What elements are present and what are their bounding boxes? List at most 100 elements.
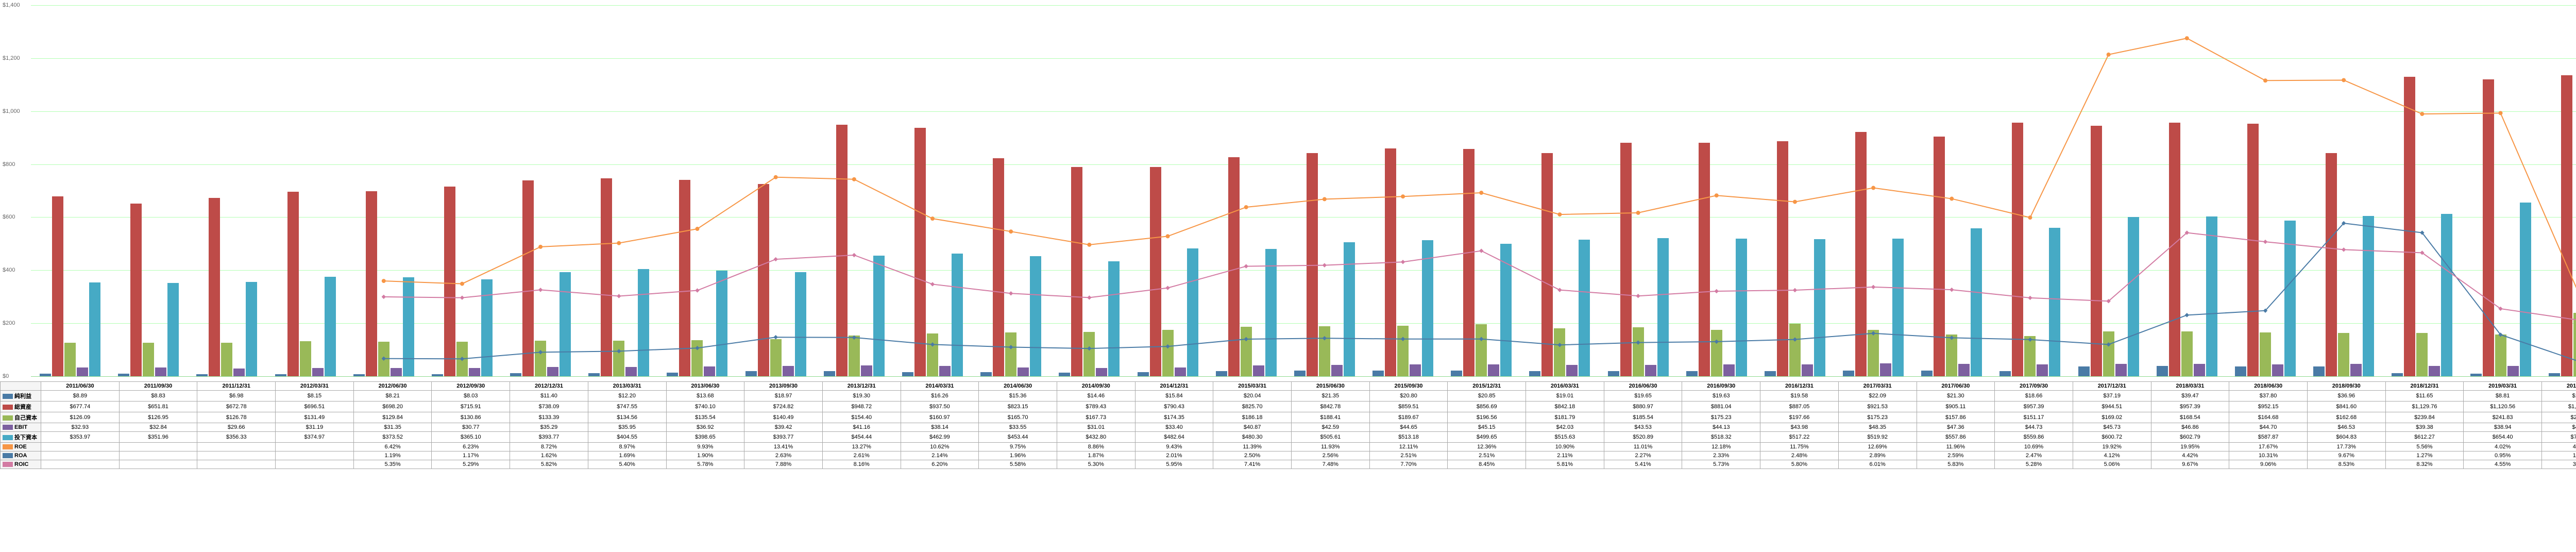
table-cell: 9.93%: [666, 443, 744, 451]
bar-group: [432, 187, 493, 376]
left-axis-tick-label: $600: [3, 214, 15, 220]
bar-total_assets: [993, 158, 1004, 376]
table-cell: $1,134.65: [2542, 402, 2576, 412]
table-cell: $31.19: [276, 423, 354, 432]
table-cell: 6.01%: [1838, 460, 1917, 469]
table-cell: [276, 451, 354, 460]
table-cell: $825.70: [1213, 402, 1292, 412]
table-cell: $21.30: [1917, 391, 1995, 402]
table-cell: $952.15: [2229, 402, 2308, 412]
bar-equity: [221, 343, 232, 376]
bar-ebit: [1802, 364, 1813, 376]
table-cell: $35.29: [510, 423, 588, 432]
table-cell: $515.63: [1526, 432, 1604, 443]
bar-total_assets: [836, 125, 848, 376]
bar-net_income: [1686, 371, 1698, 376]
bar-group: [1529, 153, 1590, 376]
table-cell: $823.15: [979, 402, 1057, 412]
bar-equity: [2338, 333, 2349, 376]
bar-equity: [1554, 328, 1565, 376]
table-cell: $746.36: [2542, 432, 2576, 443]
table-cell: $404.55: [588, 432, 666, 443]
table-cell: 19.92%: [2073, 443, 2151, 451]
bar-ebit: [1488, 364, 1499, 376]
bar-ebit: [1331, 365, 1343, 376]
bar-group: [118, 204, 179, 376]
bar-net_income: [1059, 373, 1070, 376]
marker-roe: [2263, 78, 2267, 82]
table-cell: 10.69%: [1995, 443, 2073, 451]
bar-invested_capital: [2441, 214, 2452, 376]
bar-net_income: [2235, 366, 2246, 376]
bar-equity: [2495, 334, 2506, 376]
bar-total_assets: [2247, 124, 2259, 376]
bar-group: [1372, 148, 1433, 376]
table-cell: 6.20%: [901, 460, 979, 469]
bar-group: [1686, 143, 1747, 376]
table-cell: $43.75: [2542, 423, 2576, 432]
left-axis-tick-label: $200: [3, 320, 15, 326]
bar-equity: [143, 343, 154, 376]
bar-invested_capital: [2363, 216, 2374, 376]
table-cell: $8.83: [119, 391, 197, 402]
table-cell: $18.66: [1995, 391, 2073, 402]
table-cell: 1.62%: [510, 451, 588, 460]
table-cell: $10.93: [2542, 391, 2576, 402]
bar-ebit: [1096, 368, 1107, 376]
bar-invested_capital: [1500, 244, 1512, 376]
bar-invested_capital: [1187, 248, 1198, 376]
table-cell: $859.51: [1369, 402, 1448, 412]
bar-net_income: [1372, 371, 1384, 376]
bar-invested_capital: [1030, 256, 1041, 376]
bar-net_income: [2549, 373, 2560, 376]
table-col-header: 2016/06/30: [1604, 382, 1682, 391]
table-cell: 19.95%: [2151, 443, 2229, 451]
table-cell: $151.17: [1995, 412, 2073, 423]
chart-container: $0$200$400$600$800$1,000$1,200$1,4000.00…: [0, 0, 2576, 552]
table-cell: $11.65: [2385, 391, 2464, 402]
table-cell: 1.19%: [353, 451, 432, 460]
bar-total_assets: [1150, 167, 1161, 377]
table-cell: $16.26: [901, 391, 979, 402]
table-cell: 2.48%: [1760, 451, 1839, 460]
bar-equity: [1241, 327, 1252, 376]
table-cell: $133.39: [510, 412, 588, 423]
bar-group: [2157, 123, 2217, 376]
bar-group: [1765, 141, 1825, 376]
table-cell: 1.90%: [666, 451, 744, 460]
table-cell: 5.40%: [588, 460, 666, 469]
table-cell: $518.32: [1682, 432, 1760, 443]
bar-total_assets: [1620, 143, 1632, 376]
bar-total_assets: [2561, 75, 2572, 376]
bar-invested_capital: [1422, 240, 1433, 376]
table-cell: 5.80%: [1760, 460, 1839, 469]
table-cell: $19.30: [822, 391, 901, 402]
table-cell: $188.41: [1292, 412, 1370, 423]
table-col-header: 2012/12/31: [510, 382, 588, 391]
table-cell: $454.44: [822, 432, 901, 443]
table-cell: [276, 443, 354, 451]
table-cell: $38.14: [901, 423, 979, 432]
table-cell: $20.80: [1369, 391, 1448, 402]
legend-swatch: [3, 415, 13, 421]
bar-ebit: [861, 365, 872, 376]
bar-invested_capital: [1814, 239, 1825, 376]
marker-roe: [2107, 53, 2111, 57]
table-cell: 11.01%: [1604, 443, 1682, 451]
table-cell: 2.56%: [1292, 451, 1370, 460]
marker-roe: [2342, 78, 2346, 82]
bar-ebit: [1880, 363, 1891, 376]
table-row-header: 投下資本: [1, 432, 41, 443]
table-cell: $356.33: [197, 432, 276, 443]
table-cell: $126.09: [41, 412, 120, 423]
table-cell: $135.54: [666, 412, 744, 423]
table-cell: 13.41%: [744, 443, 823, 451]
table-cell: [276, 460, 354, 469]
table-col-header: 2014/09/30: [1057, 382, 1135, 391]
table-row-header: ROA: [1, 451, 41, 460]
bar-net_income: [902, 372, 913, 376]
table-cell: $181.79: [1526, 412, 1604, 423]
table-col-header: 2019/03/31: [2464, 382, 2542, 391]
table-cell: $374.97: [276, 432, 354, 443]
legend-swatch: [3, 435, 13, 440]
